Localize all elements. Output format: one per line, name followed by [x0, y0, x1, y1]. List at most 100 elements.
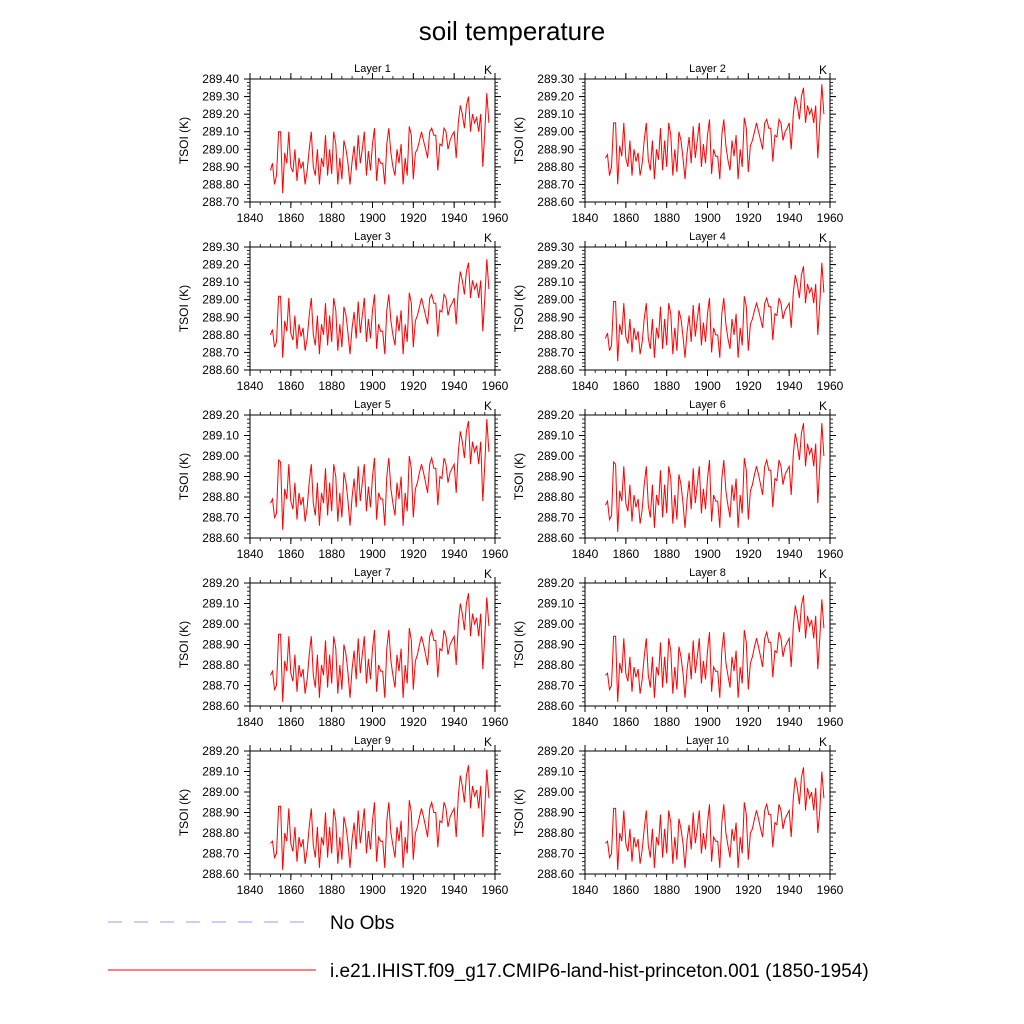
x-tick-label: 1920 — [735, 715, 762, 729]
y-tick-label: 289.10 — [537, 597, 574, 611]
x-tick-label: 1840 — [572, 547, 599, 561]
x-tick-label: 1900 — [694, 547, 721, 561]
series-line — [605, 595, 825, 702]
y-tick-label: 289.30 — [202, 240, 239, 254]
y-tick-label: 289.10 — [202, 125, 239, 139]
y-axis-label: TSOI (K) — [512, 453, 526, 500]
y-tick-label: 289.00 — [537, 293, 574, 307]
x-tick-label: 1940 — [776, 379, 803, 393]
x-tick-label: 1880 — [318, 211, 345, 225]
y-tick-label: 288.60 — [202, 531, 239, 545]
y-tick-label: 289.30 — [537, 240, 574, 254]
y-tick-label: 289.10 — [202, 275, 239, 289]
panel-units: K — [819, 567, 827, 581]
legend: No Obs i.e21.IHIST.f09_g17.CMIP6-land-hi… — [108, 913, 869, 982]
y-tick-label: 288.70 — [537, 345, 574, 359]
x-tick-label: 1900 — [359, 379, 386, 393]
y-tick-label: 288.90 — [202, 638, 239, 652]
y-tick-label: 288.80 — [537, 658, 574, 672]
y-tick-label: 288.90 — [537, 470, 574, 484]
panel-title: Layer 7 — [354, 567, 391, 579]
x-tick-label: 1900 — [359, 715, 386, 729]
panel-title: Layer 6 — [689, 399, 726, 411]
x-tick-label: 1840 — [237, 715, 264, 729]
x-tick-label: 1960 — [482, 211, 509, 225]
y-axis-label: TSOI (K) — [512, 117, 526, 164]
y-tick-label: 289.00 — [537, 125, 574, 139]
panel-units: K — [819, 231, 827, 245]
y-tick-label: 289.20 — [537, 576, 574, 590]
x-tick-label: 1860 — [612, 715, 639, 729]
y-axis-label: TSOI (K) — [177, 453, 191, 500]
x-tick-label: 1920 — [400, 715, 427, 729]
y-tick-label: 288.70 — [537, 847, 574, 861]
x-tick-label: 1960 — [482, 883, 509, 897]
x-tick-label: 1860 — [277, 883, 304, 897]
x-tick-label: 1880 — [653, 883, 680, 897]
series-line — [604, 262, 825, 362]
x-tick-label: 1880 — [653, 715, 680, 729]
x-tick-label: 1960 — [817, 547, 844, 561]
panel-units: K — [819, 735, 827, 749]
y-tick-label: 288.80 — [537, 328, 574, 342]
x-tick-label: 1900 — [359, 547, 386, 561]
y-tick-label: 289.00 — [202, 142, 239, 156]
figure-title: soil temperature — [419, 16, 605, 46]
y-tick-label: 288.80 — [537, 160, 574, 174]
y-tick-label: 288.70 — [202, 679, 239, 693]
x-tick-label: 1940 — [441, 883, 468, 897]
series-line — [605, 767, 825, 870]
panel-title: Layer 2 — [689, 63, 726, 75]
x-tick-label: 1920 — [400, 547, 427, 561]
x-tick-label: 1940 — [776, 547, 803, 561]
series-line — [270, 765, 490, 870]
y-tick-label: 288.70 — [537, 177, 574, 191]
x-tick-label: 1940 — [441, 211, 468, 225]
x-tick-label: 1880 — [653, 547, 680, 561]
y-tick-label: 288.80 — [202, 328, 239, 342]
panel-title: Layer 3 — [354, 231, 391, 243]
y-tick-label: 288.70 — [202, 195, 239, 209]
series-line — [604, 423, 825, 532]
x-tick-label: 1880 — [318, 715, 345, 729]
panel-layer-9: 1840 1860 1880 1900 1920 1940 1960 288.60 288.70… — [177, 735, 509, 897]
y-tick-label: 288.70 — [202, 511, 239, 525]
x-tick-label: 1860 — [277, 547, 304, 561]
x-tick-label: 1900 — [694, 211, 721, 225]
x-tick-label: 1840 — [572, 715, 599, 729]
y-tick-label: 288.90 — [537, 142, 574, 156]
x-tick-label: 1880 — [318, 547, 345, 561]
y-tick-label: 288.90 — [537, 806, 574, 820]
plot-frame — [584, 246, 831, 371]
x-tick-label: 1860 — [612, 547, 639, 561]
y-tick-label: 289.10 — [537, 107, 574, 121]
plot-frame — [249, 750, 496, 875]
x-tick-label: 1840 — [237, 211, 264, 225]
y-tick-label: 289.20 — [202, 744, 239, 758]
y-tick-label: 288.60 — [537, 195, 574, 209]
x-tick-label: 1920 — [400, 883, 427, 897]
y-tick-label: 289.40 — [202, 72, 239, 86]
series-line — [269, 593, 490, 702]
series-line — [269, 93, 490, 194]
y-tick-label: 288.80 — [202, 826, 239, 840]
y-tick-label: 288.80 — [537, 490, 574, 504]
series-line — [604, 84, 825, 185]
y-tick-label: 288.70 — [202, 847, 239, 861]
panel-layer-6: 1840 1860 1880 1900 1920 1940 1960 288.60 288.70… — [512, 399, 844, 561]
y-tick-label: 288.60 — [537, 699, 574, 713]
y-tick-label: 288.80 — [537, 826, 574, 840]
panel-units: K — [484, 231, 492, 245]
y-tick-label: 288.60 — [202, 867, 239, 881]
y-tick-label: 288.60 — [202, 363, 239, 377]
panel-layer-1: 1840 1860 1880 1900 1920 1940 1960 288.70 288.80… — [177, 63, 509, 225]
panel-title: Layer 1 — [354, 63, 391, 75]
y-tick-label: 289.30 — [537, 72, 574, 86]
y-axis-label: TSOI (K) — [512, 285, 526, 332]
plot-frame — [584, 750, 831, 875]
x-tick-label: 1960 — [817, 715, 844, 729]
y-tick-label: 288.80 — [202, 658, 239, 672]
x-tick-label: 1860 — [277, 379, 304, 393]
panel-layer-8: 1840 1860 1880 1900 1920 1940 1960 288.60 288.70… — [512, 567, 844, 729]
